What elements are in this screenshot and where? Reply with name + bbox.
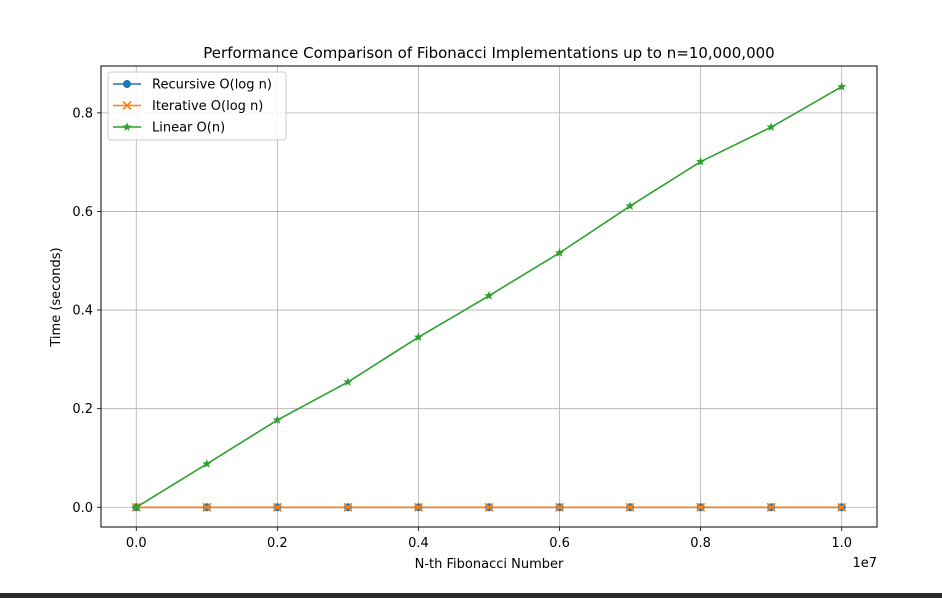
marker-x-stroke [413, 502, 424, 512]
marker-x-stroke [625, 502, 635, 512]
y-tick-label: 0.6 [72, 205, 93, 220]
data-point [766, 122, 776, 132]
x-tick-label: 1.0 [831, 536, 852, 551]
series-2 [131, 502, 847, 512]
marker-x-stroke [272, 502, 282, 512]
legend-entry: Iterative O(log n) [113, 99, 263, 114]
legend-box [107, 71, 287, 141]
data-point [413, 502, 424, 512]
marker-x-stroke [766, 502, 776, 512]
legend-entry: Linear O(n) [113, 121, 225, 136]
x-tick-label: 0.6 [549, 536, 570, 551]
data-point [625, 201, 635, 210]
x-axis-offset-label: 1e7 [852, 556, 877, 571]
data-point [625, 502, 635, 512]
legend-marker [122, 100, 132, 111]
data-point [766, 502, 776, 512]
legend-marker [122, 122, 132, 131]
legend-marker [123, 80, 131, 88]
data-point [272, 502, 282, 512]
marker-x-stroke [696, 502, 706, 512]
marker-x-stroke [484, 502, 494, 512]
data-point [343, 502, 353, 512]
x-axis-label: N-th Fibonacci Number [415, 557, 564, 572]
axes-frame [100, 65, 878, 528]
x-tick-label: 0.8 [690, 536, 711, 551]
y-axis-label: Time (seconds) [49, 247, 64, 347]
data-point [343, 377, 353, 386]
window-bottom-edge [0, 593, 942, 598]
data-point [272, 415, 282, 424]
data-point [202, 459, 212, 468]
y-tick-label: 0.0 [72, 501, 93, 516]
chart-title: Performance Comparison of Fibonacci Impl… [203, 44, 774, 62]
marker-x-stroke [122, 100, 132, 111]
series-group [131, 81, 847, 512]
data-point [696, 156, 706, 166]
axis-ticks: 0.0 0.2 0.4 0.6 0.8 1.0 0.0 0.2 0.4 0.6 0.8 [72, 106, 852, 551]
data-point [554, 248, 565, 257]
marker-x-stroke [837, 502, 847, 512]
data-point [484, 290, 494, 300]
data-point [696, 502, 706, 512]
y-tick-label: 0.2 [72, 402, 93, 417]
data-point [202, 502, 212, 512]
marker-x-stroke [343, 502, 353, 512]
data-point [413, 332, 424, 342]
legend-label: Iterative O(log n) [152, 99, 263, 114]
data-point [484, 502, 494, 512]
series-3 [131, 81, 847, 512]
marker-x-stroke [554, 502, 565, 512]
data-point [837, 502, 847, 512]
legend-label: Recursive O(log n) [152, 78, 272, 93]
y-tick-label: 0.8 [72, 106, 93, 121]
y-tick-label: 0.4 [72, 304, 93, 319]
x-tick-label: 0.0 [126, 536, 147, 551]
data-point [554, 502, 565, 512]
legend-entry: Recursive O(log n) [113, 78, 272, 93]
data-point [837, 81, 847, 91]
x-tick-label: 0.2 [267, 536, 288, 551]
data-point [131, 502, 141, 512]
legend-label: Linear O(n) [152, 121, 225, 136]
x-tick-label: 0.4 [408, 536, 429, 551]
marker-x-stroke [202, 502, 212, 512]
legend: Recursive O(log n) Iterative O(log n) Line… [107, 71, 287, 141]
